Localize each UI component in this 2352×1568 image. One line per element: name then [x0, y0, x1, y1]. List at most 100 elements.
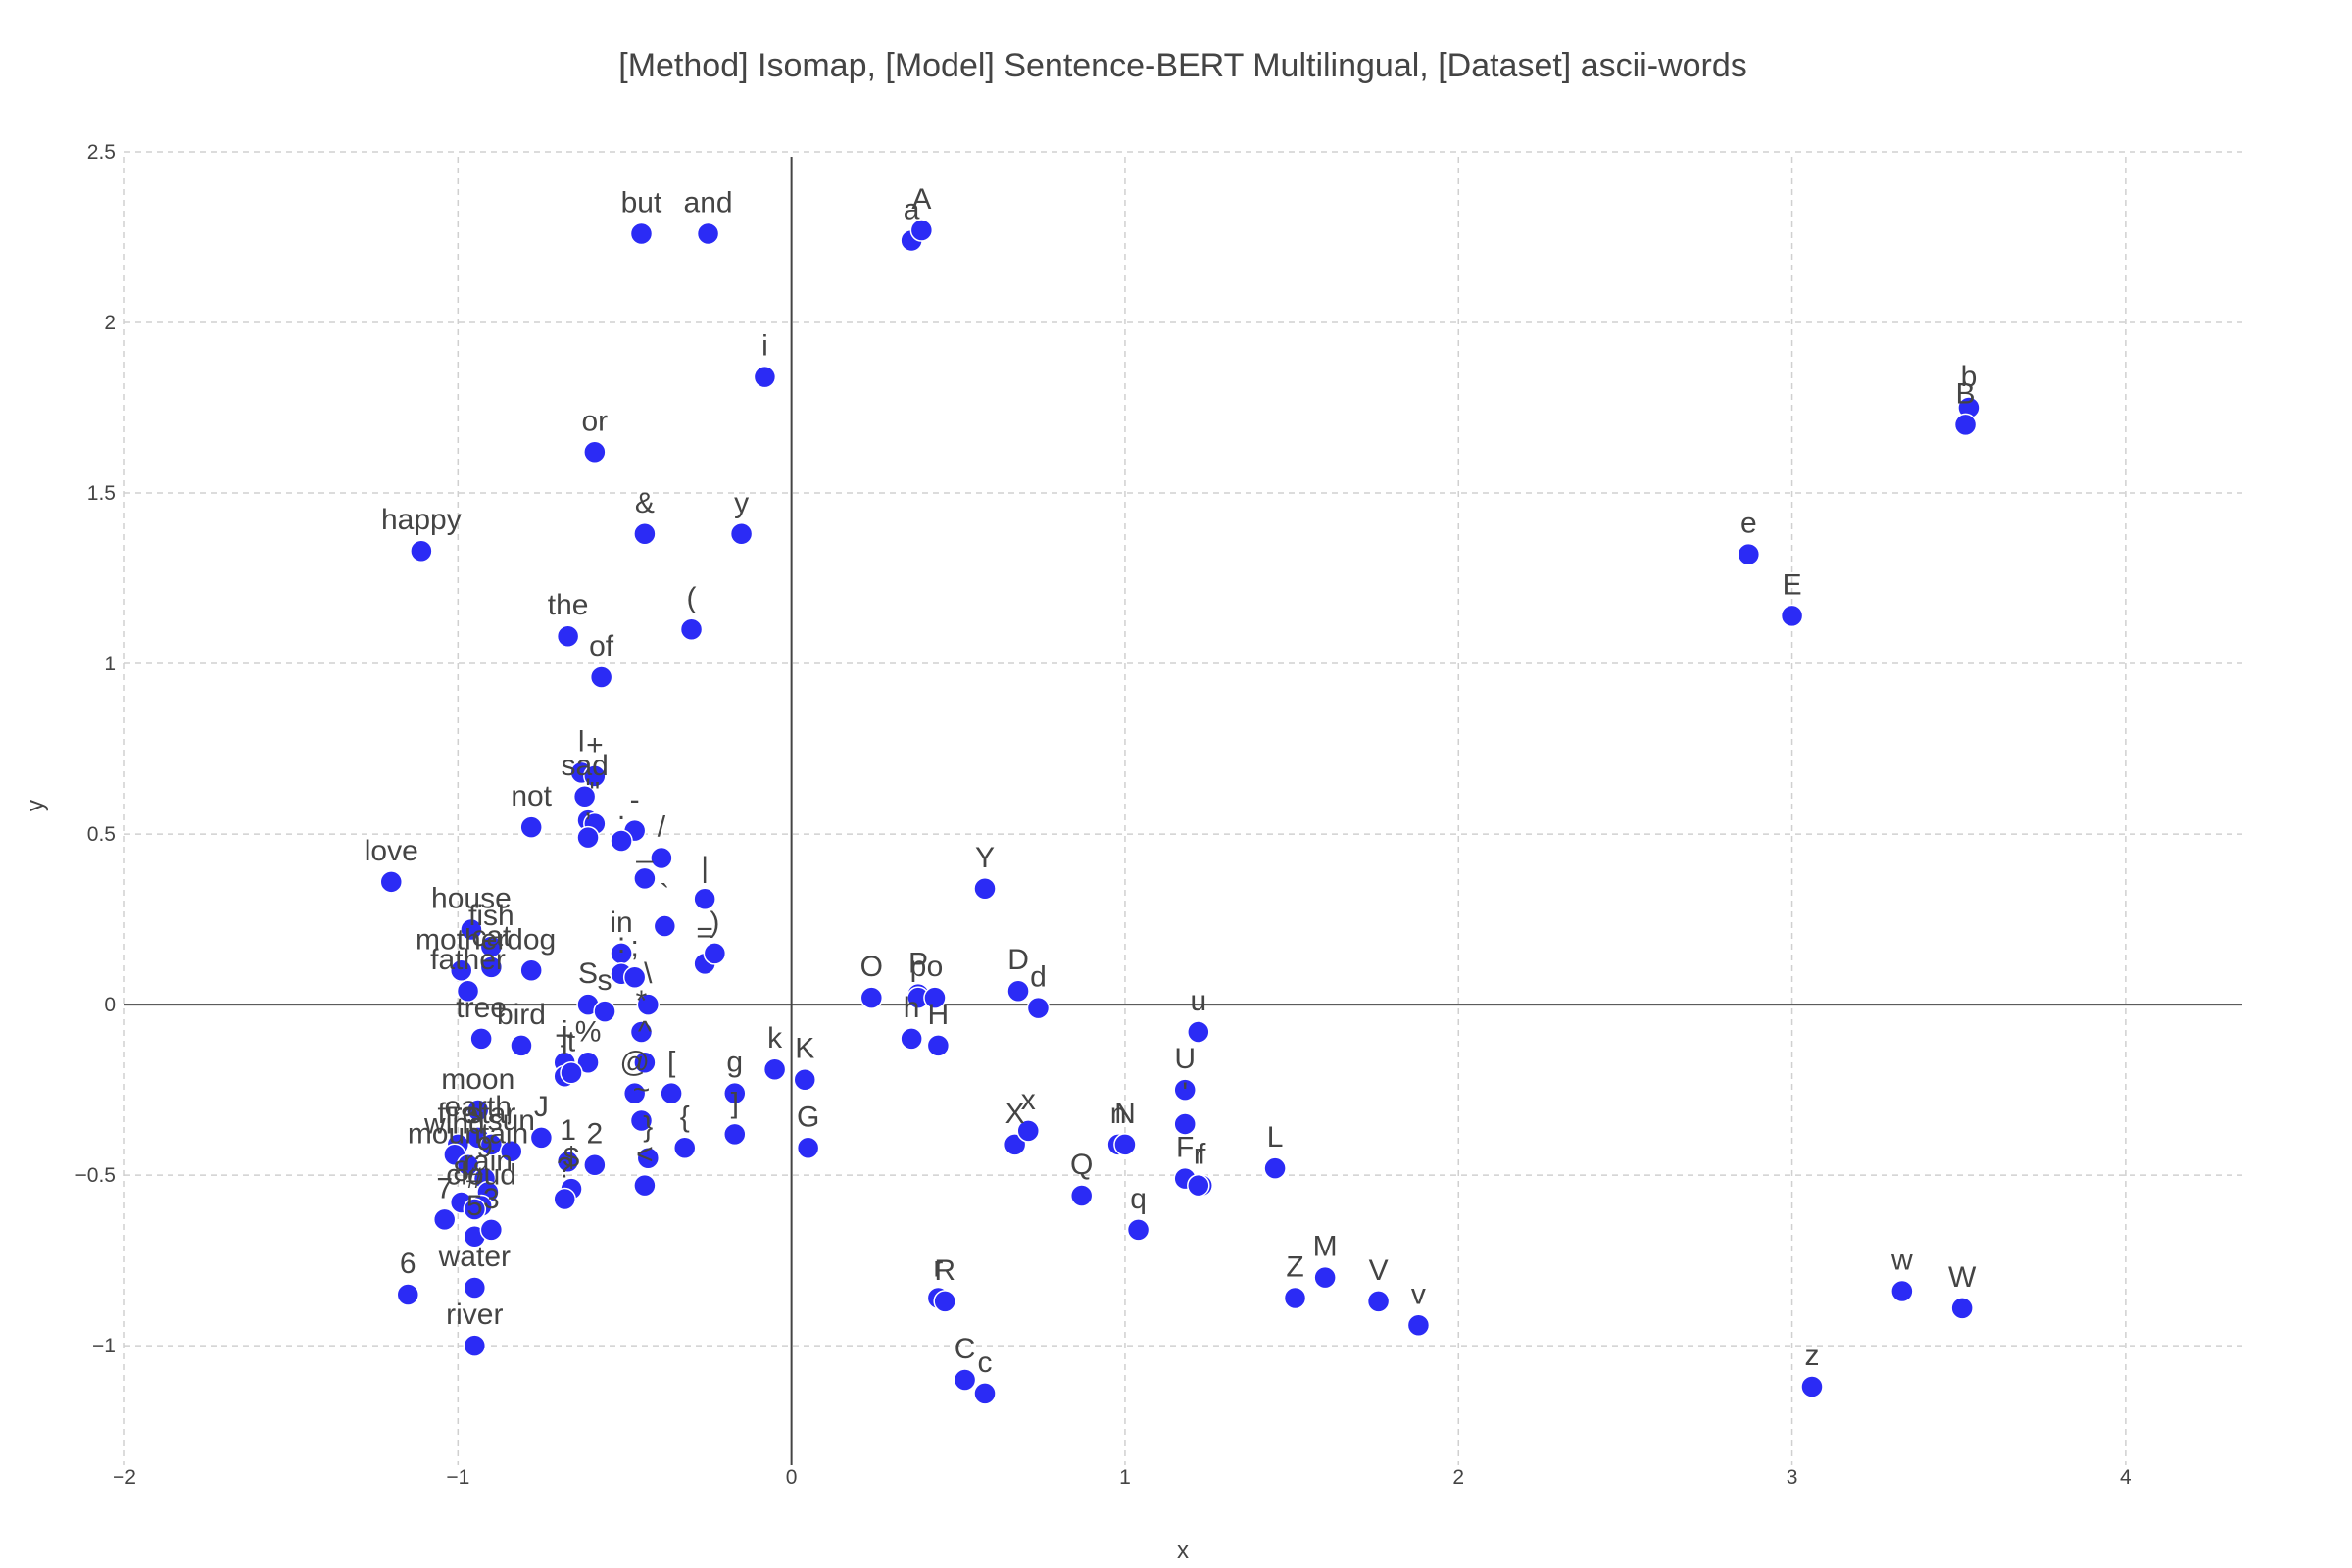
data-point-label: M — [1313, 1231, 1338, 1263]
y-tick-label: −1 — [92, 1335, 116, 1357]
data-point-label: { — [680, 1101, 690, 1133]
data-point-label: i — [761, 330, 768, 363]
data-point-label: % — [575, 1015, 602, 1048]
data-point-label: ^ — [638, 1015, 652, 1048]
data-point-label: ) — [710, 906, 719, 939]
data-point — [629, 221, 654, 246]
data-point-label: moon — [441, 1063, 514, 1096]
data-point — [672, 1136, 697, 1160]
data-point-label: dog — [507, 923, 556, 956]
x-tick-label: −1 — [446, 1466, 469, 1489]
data-point — [1069, 1184, 1094, 1207]
data-point — [1006, 979, 1030, 1003]
data-point — [1016, 1119, 1041, 1143]
data-point-label: ~ — [633, 1073, 651, 1105]
data-point — [519, 958, 543, 983]
data-point-label: 8 — [453, 1155, 469, 1188]
data-point-label: in — [610, 906, 632, 939]
data-point-label: 6 — [400, 1248, 416, 1280]
data-point — [1173, 1078, 1197, 1102]
data-point-label: p — [910, 951, 927, 983]
data-point — [519, 815, 543, 839]
data-point-label: 5 — [466, 1190, 483, 1222]
x-tick-label: 1 — [1119, 1466, 1131, 1489]
x-tick-label: 2 — [1452, 1466, 1464, 1489]
y-tick-label: 2 — [104, 312, 116, 334]
data-point-label: cloud — [446, 1158, 516, 1191]
data-point — [660, 1081, 683, 1105]
data-point — [859, 986, 884, 1009]
data-point-label: but — [621, 186, 662, 219]
data-point — [1283, 1286, 1307, 1310]
data-point-label: father — [430, 944, 506, 976]
y-tick-label: −0.5 — [75, 1164, 116, 1187]
data-point-label: U — [1174, 1043, 1196, 1075]
data-point-label: C — [955, 1333, 976, 1365]
data-point-label: x — [1021, 1084, 1036, 1116]
data-point — [629, 1020, 654, 1044]
data-point-label: not — [511, 780, 552, 812]
data-point — [463, 1334, 487, 1357]
data-point-label: [ — [667, 1047, 676, 1079]
data-point-label: l — [578, 725, 585, 758]
data-point — [653, 914, 677, 938]
data-point — [529, 1126, 554, 1150]
data-point-label: tree — [456, 992, 507, 1024]
data-point-label: F — [1176, 1132, 1194, 1164]
data-point — [1313, 1265, 1337, 1290]
data-point — [460, 917, 483, 942]
data-point — [1187, 1173, 1210, 1198]
data-point — [456, 979, 480, 1003]
data-point-label: O — [860, 951, 883, 983]
data-point-label: ] — [731, 1087, 739, 1119]
data-point — [973, 1382, 997, 1405]
y-tick-label: 1 — [104, 653, 116, 675]
data-point — [633, 522, 657, 546]
data-point — [1173, 1112, 1197, 1136]
data-point — [723, 1122, 747, 1147]
zero-lines — [124, 157, 2242, 1465]
data-point — [466, 1099, 490, 1122]
data-point — [923, 986, 947, 1009]
data-point — [449, 958, 473, 983]
data-point-label: + — [586, 729, 604, 761]
data-point — [796, 1136, 820, 1160]
data-point-label: ; — [631, 930, 639, 962]
data-point-label: } — [643, 1111, 653, 1144]
data-point-label: k — [767, 1022, 783, 1054]
data-point-label: V — [1369, 1254, 1389, 1287]
data-point-label: house — [431, 883, 512, 915]
data-point-label: rain — [464, 1146, 513, 1178]
data-point — [622, 1081, 647, 1105]
data-point — [900, 1027, 923, 1051]
data-point-label: J — [534, 1091, 549, 1123]
data-point — [1263, 1156, 1287, 1180]
data-point — [556, 1150, 580, 1173]
data-point-label: or — [582, 405, 609, 437]
data-point-label: @ — [619, 1047, 649, 1079]
data-point-label: B — [1956, 377, 1976, 410]
data-point — [1737, 542, 1761, 566]
data-point-label: $ — [564, 1142, 580, 1174]
data-point-label: P — [908, 948, 928, 980]
data-point-label: the — [548, 589, 589, 621]
data-point-label: 2 — [587, 1118, 604, 1151]
data-point-label: W — [1948, 1261, 1977, 1294]
data-point-label: A — [911, 183, 931, 216]
data-points — [379, 219, 1981, 1405]
data-point-label: D — [1007, 944, 1029, 976]
data-point — [762, 1057, 787, 1081]
data-point-label: v — [1411, 1278, 1426, 1310]
data-point — [576, 1051, 600, 1075]
data-point — [479, 1218, 504, 1242]
data-point — [629, 1108, 654, 1133]
data-point — [500, 1140, 523, 1163]
data-point-label: _ — [636, 831, 655, 863]
data-point — [583, 440, 607, 465]
data-point — [1113, 1133, 1137, 1156]
data-point — [1890, 1279, 1914, 1303]
data-point-label: = — [696, 916, 713, 949]
data-point — [650, 846, 673, 870]
data-point — [1187, 1020, 1210, 1044]
